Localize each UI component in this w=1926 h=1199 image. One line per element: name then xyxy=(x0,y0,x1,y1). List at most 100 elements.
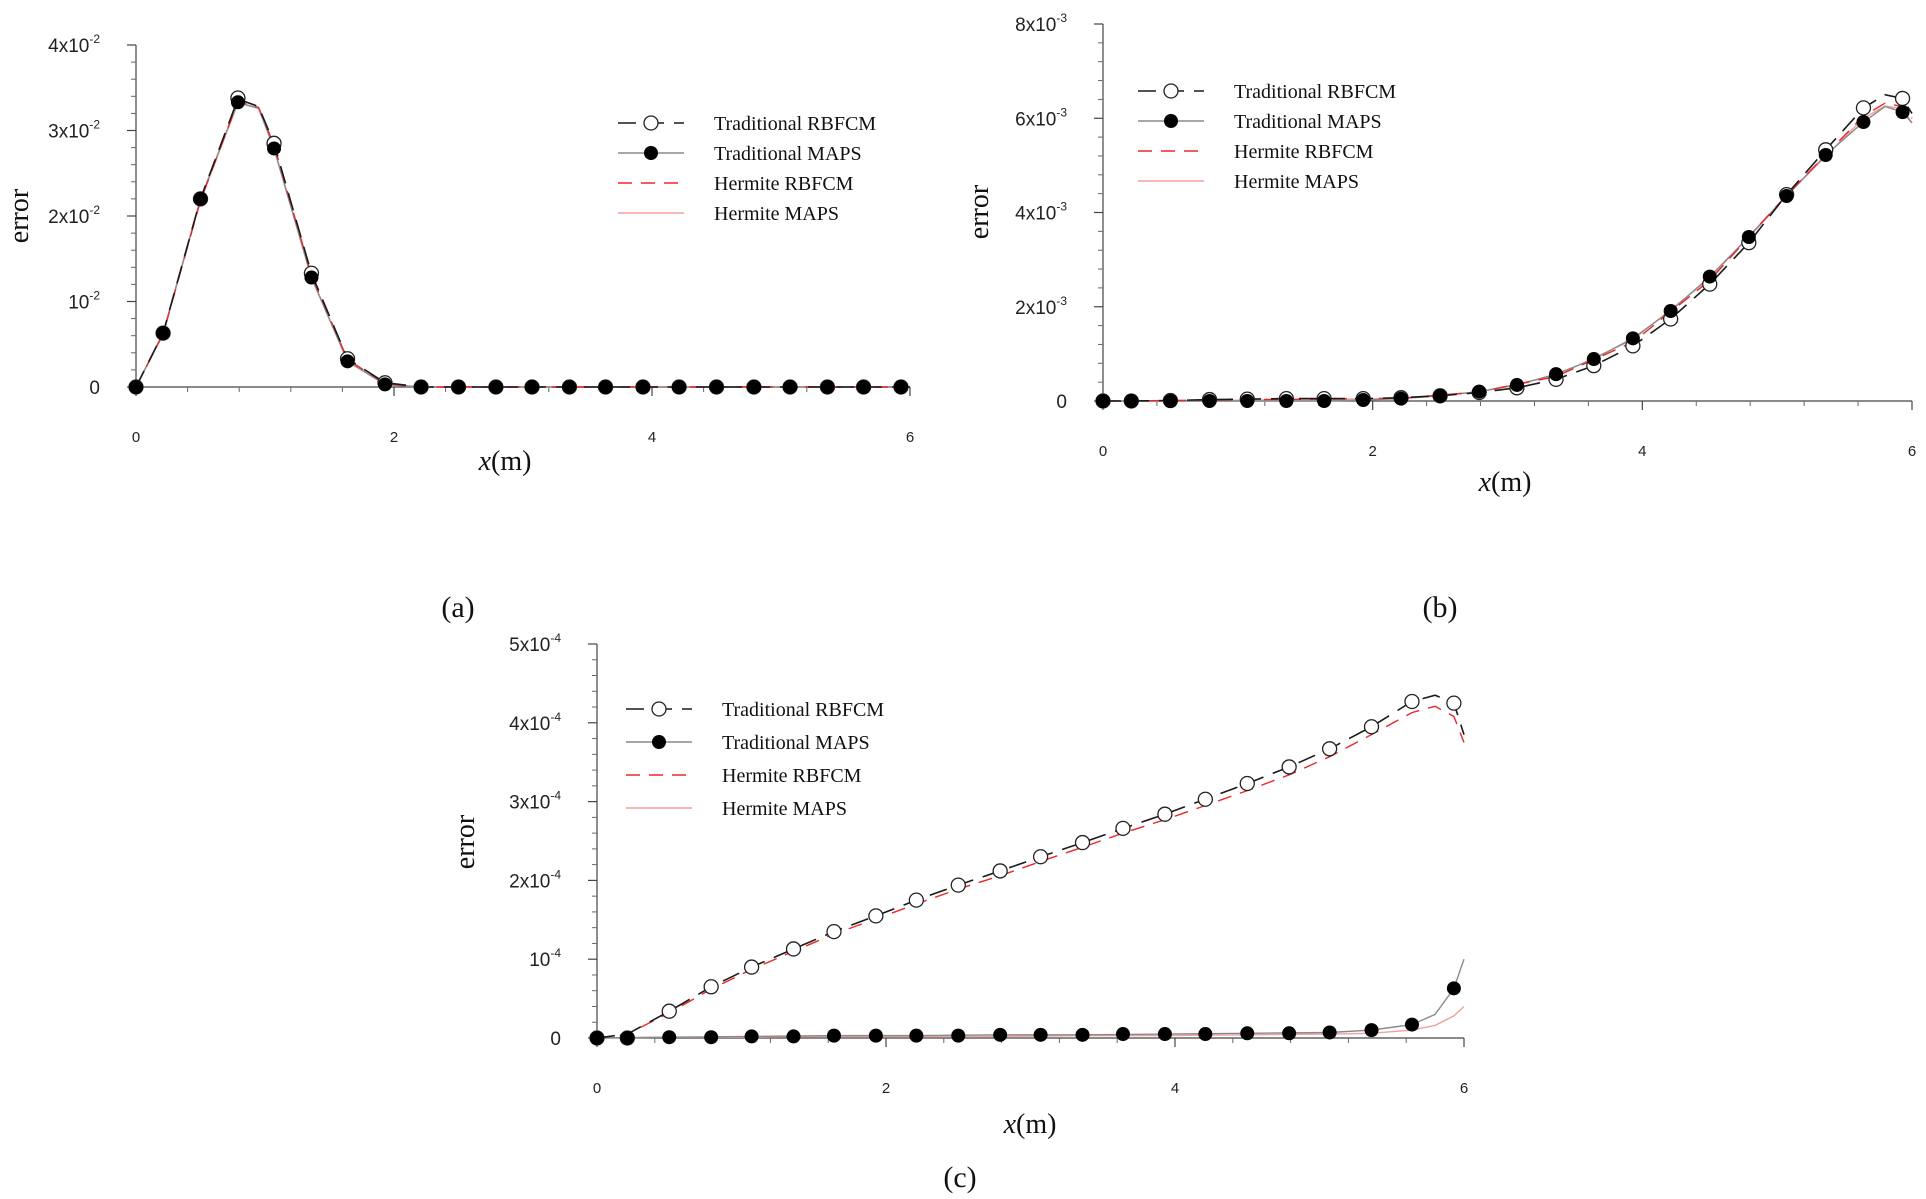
data-point-traditional-maps xyxy=(786,1029,801,1044)
data-point-traditional-rbfcm xyxy=(1404,693,1420,710)
x-tick-label: 6 xyxy=(1460,1080,1468,1097)
x-tick-label: 2 xyxy=(882,1080,890,1097)
data-point-traditional-rbfcm xyxy=(785,941,802,957)
data-point-traditional-maps xyxy=(340,354,355,369)
legend-marker-open-circle xyxy=(643,115,659,131)
legend-marker-filled-circle xyxy=(1164,114,1178,128)
x-axis-variable: x xyxy=(1003,1109,1017,1140)
y-tick-mantissa: 0 xyxy=(89,378,100,399)
series-line-traditional-rbfcm xyxy=(1103,93,1913,402)
x-tick-label: 0 xyxy=(132,429,140,446)
y-tick-exponent: -3 xyxy=(1056,200,1067,214)
data-point-traditional-rbfcm xyxy=(743,959,760,975)
y-tick-label: 4x10-2 xyxy=(48,32,100,57)
y-tick-exponent: -2 xyxy=(89,118,100,132)
data-point-traditional-maps xyxy=(1279,394,1294,408)
data-point-traditional-maps xyxy=(868,1028,883,1043)
data-point-traditional-maps xyxy=(377,377,392,392)
x-axis-label: x(m) xyxy=(1478,467,1532,498)
data-point-traditional-maps xyxy=(1157,1027,1172,1042)
data-point-traditional-rbfcm xyxy=(661,1003,677,1019)
chart-panel-c: 0 2 4 6010-42x10-43x10-44x10-45x10-4x(m)err… xyxy=(450,631,1468,1140)
y-tick-exponent: -4 xyxy=(550,867,561,881)
y-tick-label: 0 xyxy=(89,378,100,399)
legend-label: Traditional MAPS xyxy=(714,143,862,165)
legend-label: Traditional RBFCM xyxy=(714,113,876,135)
legend-label: Hermite RBFCM xyxy=(1234,141,1374,163)
data-point-traditional-rbfcm xyxy=(1321,741,1338,757)
y-tick-mantissa: 4x10 xyxy=(509,714,550,735)
data-point-traditional-maps xyxy=(1033,1027,1048,1042)
chart-panel-a: 0 2 4 6010-22x10-23x10-24x10-2x(m)errorTrad… xyxy=(4,32,914,477)
data-point-traditional-maps xyxy=(1282,1026,1297,1041)
data-point-traditional-maps xyxy=(304,270,319,285)
x-tick-label: 2 xyxy=(1368,443,1376,460)
y-tick-mantissa: 0 xyxy=(550,1029,561,1050)
x-axis-unit: (m) xyxy=(1491,467,1531,498)
series-line-traditional-maps xyxy=(1103,105,1913,402)
panel-label-c: (c) xyxy=(943,1161,976,1194)
data-point-traditional-rbfcm xyxy=(908,892,924,908)
x-axis-label: x(m) xyxy=(478,446,532,477)
y-tick-label: 4x10-4 xyxy=(509,710,561,735)
y-tick-label: 2x10-2 xyxy=(48,203,100,228)
legend-marker-open-circle xyxy=(1163,83,1179,99)
y-axis-label: error xyxy=(450,814,481,869)
data-point-traditional-rbfcm xyxy=(703,979,719,995)
data-point-traditional-maps xyxy=(1779,189,1794,204)
x-tick-label: 4 xyxy=(648,429,656,446)
data-point-traditional-maps xyxy=(1198,1027,1213,1042)
data-point-traditional-maps xyxy=(598,380,613,394)
y-tick-exponent: -2 xyxy=(89,32,100,46)
data-point-traditional-maps xyxy=(193,191,208,206)
data-point-traditional-rbfcm xyxy=(826,923,842,940)
data-point-traditional-rbfcm xyxy=(1115,820,1131,837)
x-tick-label: 6 xyxy=(1908,443,1916,460)
data-point-traditional-maps xyxy=(1356,393,1371,408)
legend-label: Hermite MAPS xyxy=(1234,171,1359,193)
y-tick-label: 6x10-3 xyxy=(1015,105,1067,130)
y-axis-label: error xyxy=(4,188,35,243)
x-axis-variable: x xyxy=(1478,467,1492,498)
y-tick-mantissa: 10 xyxy=(68,293,89,314)
y-tick-mantissa: 10 xyxy=(529,950,550,971)
y-tick-label: 10-2 xyxy=(68,289,100,314)
data-point-traditional-maps xyxy=(1472,384,1487,399)
data-point-traditional-maps xyxy=(1364,1023,1379,1038)
data-point-traditional-maps xyxy=(1115,1027,1130,1042)
data-point-traditional-maps xyxy=(746,380,761,394)
data-point-traditional-maps xyxy=(1741,230,1756,245)
data-point-traditional-maps xyxy=(820,380,835,394)
y-tick-mantissa: 4x10 xyxy=(1015,204,1056,225)
data-point-traditional-maps xyxy=(267,141,282,156)
data-point-traditional-maps xyxy=(156,326,171,341)
data-point-traditional-rbfcm xyxy=(1157,806,1173,822)
y-tick-label: 0 xyxy=(550,1029,561,1050)
data-point-traditional-rbfcm xyxy=(1239,775,1255,792)
data-point-traditional-maps xyxy=(704,1030,719,1045)
data-point-traditional-maps xyxy=(1075,1027,1090,1042)
data-point-traditional-rbfcm xyxy=(1363,719,1380,735)
legend-marker-filled-circle xyxy=(652,735,666,749)
data-point-traditional-maps xyxy=(1509,377,1524,392)
x-tick-label: 2 xyxy=(390,429,398,446)
data-point-traditional-maps xyxy=(1317,394,1332,408)
y-tick-exponent: -4 xyxy=(550,710,561,724)
data-point-traditional-maps xyxy=(1663,303,1678,318)
data-point-traditional-maps xyxy=(230,95,245,110)
data-point-traditional-maps xyxy=(893,380,908,394)
y-tick-mantissa: 3x10 xyxy=(48,122,89,143)
data-point-traditional-maps xyxy=(1446,981,1461,996)
data-point-traditional-maps xyxy=(488,380,503,394)
y-tick-exponent: -4 xyxy=(550,631,561,645)
data-point-traditional-maps xyxy=(856,380,871,394)
data-point-traditional-maps xyxy=(709,380,724,394)
data-point-traditional-maps xyxy=(1163,394,1178,408)
y-tick-exponent: -3 xyxy=(1056,294,1067,308)
y-tick-mantissa: 8x10 xyxy=(1015,15,1056,36)
y-tick-label: 3x10-4 xyxy=(509,789,561,814)
data-point-traditional-maps xyxy=(1586,352,1601,367)
series-line-hermite-rbfcm xyxy=(596,705,1465,1039)
data-point-traditional-maps xyxy=(662,1030,677,1045)
